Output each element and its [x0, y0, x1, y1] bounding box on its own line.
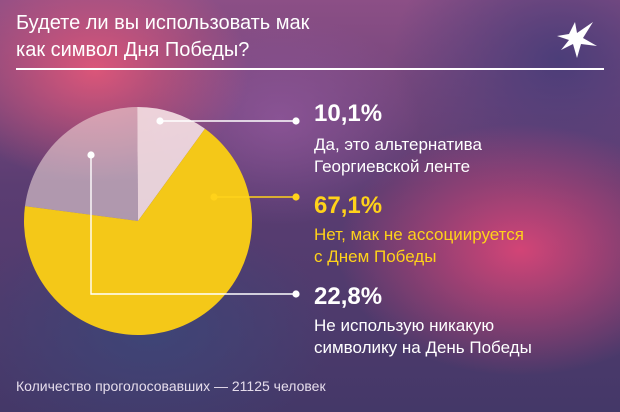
- pie-slice-1: [137, 107, 205, 221]
- leader-line-3-dot-2: [292, 290, 300, 298]
- slice-2-label-line-1: Нет, мак не ассоциируется: [314, 225, 524, 244]
- slice-3-label-line-1: Не использую никакую: [314, 316, 495, 335]
- leader-line-1-dot-1: [156, 117, 164, 125]
- slice-3-percent: 22,8%: [314, 283, 383, 310]
- pie-slice-3: [24, 107, 139, 221]
- slice-1-percent: 10,1%: [314, 100, 383, 127]
- slice-2-label-line-2: с Днем Победы: [314, 247, 437, 266]
- leader-line-1-dot-2: [292, 117, 300, 125]
- bird-icon: [557, 22, 597, 58]
- page-title: Будете ли вы использовать мак как символ…: [16, 10, 376, 64]
- leader-line-3: [90, 155, 296, 295]
- title-line-1: Будете ли вы использовать мак: [16, 12, 310, 34]
- vote-count-footer: Количество проголосовавших — 21125 челов…: [16, 378, 326, 394]
- title-divider: [16, 68, 604, 70]
- slice-2-percent: 67,1%: [314, 192, 383, 219]
- leader-line-2-dot-2: [292, 193, 300, 201]
- title-line-2: как символ Дня Победы?: [16, 39, 250, 61]
- leader-line-3-dot-1: [87, 151, 95, 159]
- slice-3-label-line-2: символику на День Победы: [314, 338, 532, 357]
- leader-line-2-dot-1: [210, 193, 218, 201]
- pie-slice-2: [24, 128, 253, 335]
- slice-1-label-line-2: Георгиевской ленте: [314, 157, 471, 176]
- slice-1-label-line-1: Да, это альтернатива: [314, 135, 482, 154]
